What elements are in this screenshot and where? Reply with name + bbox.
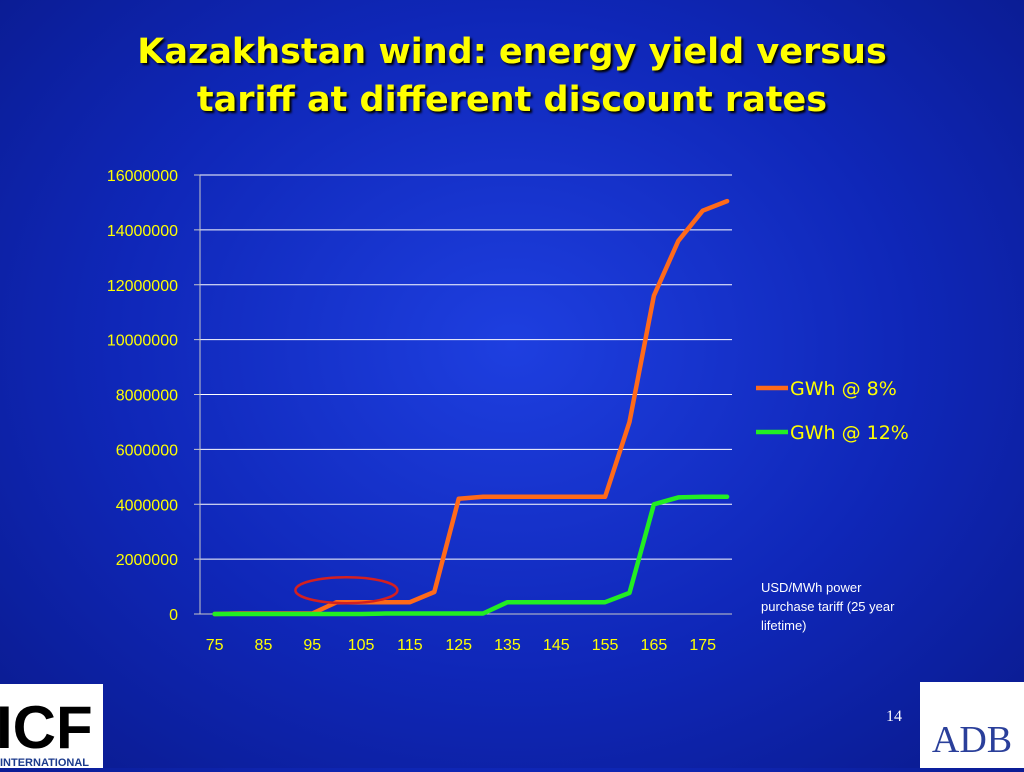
y-tick-labels: 0 2000000 4000000 6000000 8000000 10000000 120…: [107, 168, 178, 624]
page-number: 14: [886, 708, 902, 725]
series-line-2: [212, 494, 730, 617]
icf-logo-letters: ICF: [0, 694, 93, 761]
highlight-circle: [294, 575, 399, 605]
x-tick-label: 115: [397, 637, 423, 654]
y-tick-label: 12000000: [107, 278, 178, 295]
series-line-1: [212, 198, 730, 617]
gridlines: [200, 174, 732, 560]
y-tick-label: 8000000: [116, 388, 178, 405]
legend-label: GWh @ 8%: [790, 378, 897, 400]
y-tick-label: 6000000: [116, 442, 178, 459]
slide-title: Kazakhstan wind: energy yield versus tar…: [60, 28, 964, 124]
y-tick-label: 10000000: [107, 333, 178, 350]
adb-logo-graphic: ADB: [932, 719, 1012, 761]
x-tick-label: 175: [689, 637, 716, 654]
x-tick-label: 95: [303, 637, 321, 654]
x-tick-label: 155: [592, 637, 619, 654]
y-tick-label: 2000000: [116, 552, 178, 569]
x-tick-label: 85: [255, 637, 273, 654]
legend: GWh @ 8% GWh @ 12%: [756, 378, 909, 444]
adb-logo: ADB: [920, 682, 1024, 768]
y-tick-label: 4000000: [116, 497, 178, 514]
icf-logo-graphic: ICF INTERNATIONAL: [0, 694, 93, 769]
x-tick-label: 75: [206, 637, 224, 654]
x-tick-label: 145: [543, 637, 570, 654]
x-tick-label: 165: [641, 637, 668, 654]
x-tick-labels: 75 85 95 105 115 125 135 145 155 165 175: [206, 637, 716, 654]
title-line-2: tariff at different discount rates: [196, 80, 828, 120]
annotations: [294, 575, 399, 605]
y-tick-label: 14000000: [107, 223, 178, 240]
y-tick-label: 16000000: [107, 168, 178, 185]
icf-logo-subtext: INTERNATIONAL: [0, 757, 89, 768]
axis-note: USD/MWh power purchase tariff (25 year l…: [761, 580, 895, 633]
legend-label: GWh @ 12%: [790, 422, 909, 444]
x-tick-label: 105: [348, 637, 375, 654]
adb-logo-letters: ADB: [932, 719, 1012, 761]
x-tick-label: 125: [445, 637, 472, 654]
title-line-1: Kazakhstan wind: energy yield versus: [137, 32, 887, 72]
y-tick-label: 0: [169, 607, 178, 624]
icf-logo: ICF INTERNATIONAL: [0, 684, 103, 769]
x-tick-label: 135: [494, 637, 521, 654]
data-series: [212, 198, 730, 617]
